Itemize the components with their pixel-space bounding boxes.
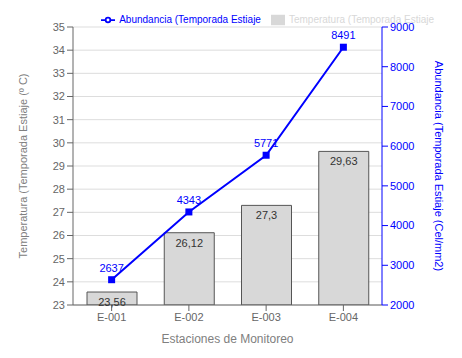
svg-text:30: 30 bbox=[53, 137, 65, 149]
svg-text:2637: 2637 bbox=[99, 262, 123, 274]
svg-text:24: 24 bbox=[53, 276, 65, 288]
svg-text:Temperatura (Temporada Estiaje: Temperatura (Temporada Estiaje (º C) bbox=[17, 74, 29, 259]
svg-text:5000: 5000 bbox=[390, 180, 414, 192]
svg-text:4000: 4000 bbox=[390, 219, 414, 231]
svg-text:8000: 8000 bbox=[390, 61, 414, 73]
svg-text:29: 29 bbox=[53, 160, 65, 172]
svg-text:4343: 4343 bbox=[177, 194, 201, 206]
svg-text:2000: 2000 bbox=[390, 299, 414, 311]
svg-text:Abundancia (Temporada Estiaje: Abundancia (Temporada Estiaje (Cel/mm2) bbox=[433, 61, 445, 271]
svg-text:Estaciones de Monitoreo: Estaciones de Monitoreo bbox=[161, 332, 293, 346]
svg-text:8491: 8491 bbox=[331, 29, 355, 41]
svg-text:27,3: 27,3 bbox=[256, 209, 277, 221]
svg-text:E-003: E-003 bbox=[251, 311, 280, 323]
svg-text:E-001: E-001 bbox=[97, 311, 126, 323]
svg-text:34: 34 bbox=[53, 44, 65, 56]
svg-text:25: 25 bbox=[53, 253, 65, 265]
svg-text:28: 28 bbox=[53, 183, 65, 195]
svg-text:33: 33 bbox=[53, 67, 65, 79]
svg-text:3000: 3000 bbox=[390, 259, 414, 271]
svg-text:23: 23 bbox=[53, 299, 65, 311]
svg-text:E-002: E-002 bbox=[174, 311, 203, 323]
svg-text:23,56: 23,56 bbox=[98, 296, 126, 308]
svg-text:9000: 9000 bbox=[390, 21, 414, 33]
svg-text:32: 32 bbox=[53, 90, 65, 102]
svg-text:6000: 6000 bbox=[390, 140, 414, 152]
svg-text:E-004: E-004 bbox=[329, 311, 358, 323]
svg-text:26: 26 bbox=[53, 229, 65, 241]
svg-text:35: 35 bbox=[53, 21, 65, 33]
svg-text:7000: 7000 bbox=[390, 100, 414, 112]
svg-text:29,63: 29,63 bbox=[330, 155, 358, 167]
svg-text:26,12: 26,12 bbox=[175, 237, 203, 249]
svg-text:5771: 5771 bbox=[254, 137, 278, 149]
svg-text:27: 27 bbox=[53, 206, 65, 218]
svg-text:31: 31 bbox=[53, 114, 65, 126]
